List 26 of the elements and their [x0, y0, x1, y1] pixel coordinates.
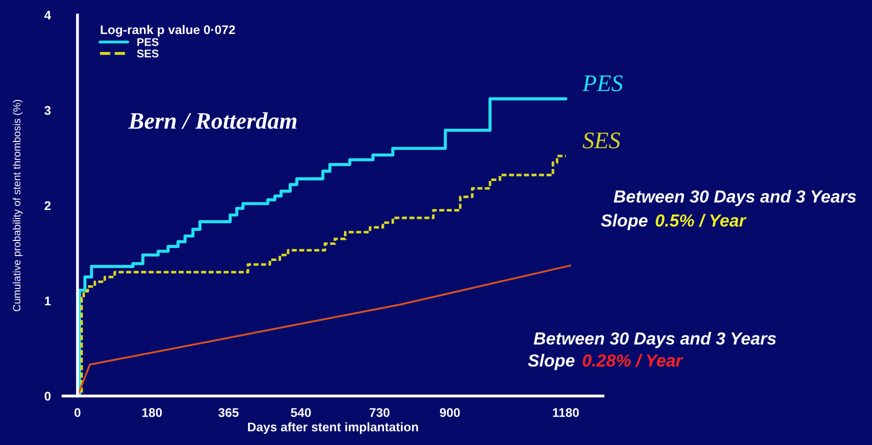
y-tick-label: 0 [44, 392, 51, 401]
legend-label: SES [136, 50, 158, 58]
annotation: Slope [600, 214, 648, 230]
annotation: Between 30 Days and 3 Years [534, 332, 776, 348]
y-tick-label: 4 [44, 10, 52, 20]
x-tick-label: 900 [440, 408, 460, 417]
text: 0.5% / Year [656, 214, 747, 227]
annotation: Bern / Rotterdam [128, 112, 296, 129]
text: PES [582, 75, 623, 92]
y-tick-label: 2 [44, 201, 51, 210]
x-tick-label: 365 [218, 408, 239, 418]
annotation: Slope [528, 354, 575, 370]
y-tick-label: 1 [44, 296, 51, 306]
y-axis-title: Cumulative probability of stent thrombosis (%) [12, 100, 22, 312]
text: Between 30 Days and 3 Years [614, 190, 856, 206]
x-tick-label: 730 [370, 408, 390, 418]
text: SES [582, 132, 620, 148]
y-tick-label: 3 [44, 106, 51, 115]
annotation: 0.28% / Year [582, 354, 684, 367]
x-axis-title: Days after stent implantation [248, 422, 418, 434]
x-tick-label: 540 [290, 408, 311, 417]
x-tick-label: 0 [74, 408, 80, 417]
x-tick-label: 180 [142, 408, 162, 417]
legend-label: PES [137, 38, 158, 46]
legend-title: Log-rank p value 0·072 [100, 25, 235, 37]
x-tick-label: 1180 [552, 408, 579, 417]
